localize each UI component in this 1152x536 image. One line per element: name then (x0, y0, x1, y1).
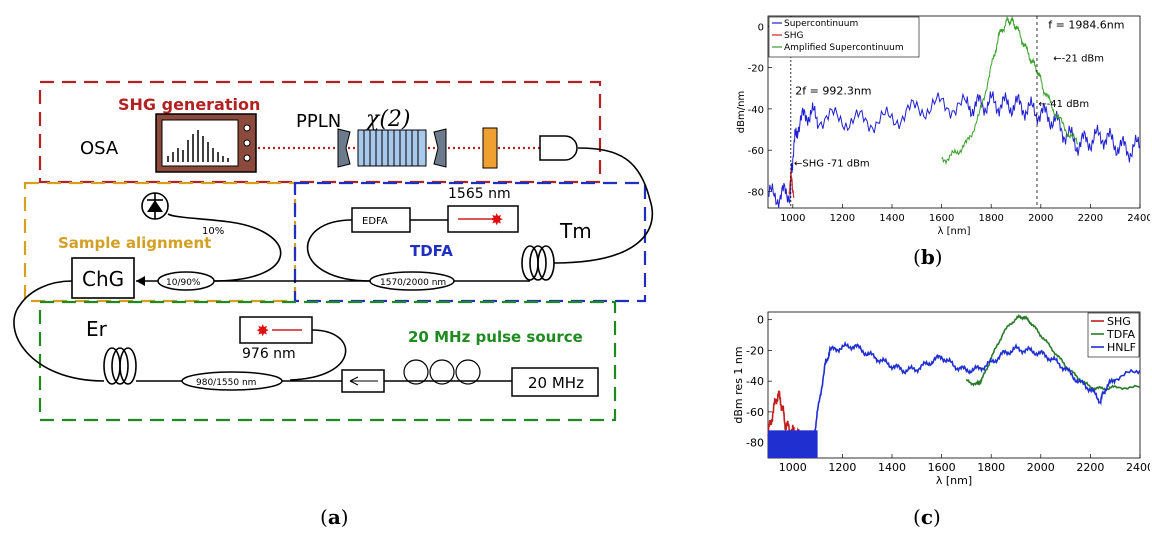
y-tick-label: -20 (748, 64, 764, 75)
polarization-controller (403, 359, 481, 385)
plot-frame (767, 311, 1141, 459)
laser-976-star-icon: ✸ (256, 321, 269, 340)
caption-a: (a) (320, 505, 349, 529)
er-label: Er (86, 317, 108, 341)
annotation-21dbm: ←-21 dBm (1053, 53, 1104, 64)
annotation-shg: ←SHG -71 dBm (794, 159, 870, 170)
series-line-tdfa (965, 313, 1141, 392)
legend-label: HNLF (1107, 341, 1136, 354)
annotation-41dbm: ←-41 dBm (1038, 99, 1089, 110)
y-tick-label: -80 (746, 437, 764, 450)
ppln-label: PPLN (296, 111, 341, 132)
y-axis-label: dBm/nm (736, 91, 747, 133)
photodiode-icon (141, 192, 169, 220)
chg-box (71, 257, 135, 299)
y-tick-label: -40 (748, 105, 764, 116)
x-tick-label: 1600 (929, 213, 954, 224)
tdfa-title: TDFA (410, 242, 453, 260)
x-tick-label: 2400 (1126, 461, 1150, 474)
edfa-label: EDFA (362, 216, 388, 227)
x-tick-label: 1200 (828, 461, 856, 474)
x-axis-label: λ [nm] (936, 474, 972, 487)
tm-label: Tm (559, 219, 592, 243)
annotation-f: f = 1984.6nm (1048, 18, 1124, 31)
er-fiber-coil (103, 347, 137, 385)
chg-label: ChG (82, 267, 124, 291)
y-tick-label: -20 (746, 344, 764, 357)
chart-b: 1000 1200 1400 1600 1800 2000 2200 2400 0 -20 -40 -… (736, 15, 1150, 237)
laser-1565-label: 1565 nm (448, 186, 511, 202)
x-tick-label: 1600 (928, 461, 956, 474)
y-tick-label: 0 (758, 22, 764, 33)
collimator (539, 135, 578, 161)
x-tick-label: 1800 (977, 461, 1005, 474)
sample-title: Sample alignment (58, 234, 211, 252)
x-tick-label: 1400 (879, 213, 904, 224)
caption-c: (c) (913, 505, 941, 529)
ppln-crystal (337, 128, 447, 168)
y-axis-label: dBm res 1 nm (732, 346, 745, 423)
series-line-amplified-supercontinuum (941, 15, 1079, 166)
pulse-title: 20 MHz pulse source (408, 328, 583, 346)
chart-c: 1000 1200 1400 1600 1800 2000 2200 2400 0 -20 -40 -… (732, 311, 1150, 487)
isolator-arrow-icon (349, 376, 359, 386)
x-tick-label: 2400 (1127, 213, 1150, 224)
sample-box (23, 181, 297, 303)
x-tick-label: 2200 (1076, 461, 1104, 474)
y-tick-label: 0 (757, 314, 764, 327)
clock-20mhz-box (511, 367, 599, 397)
osa-device (155, 113, 257, 173)
coupler-10-90-label: 10/90% (166, 278, 201, 288)
legend-label: Supercontinuum (784, 19, 858, 29)
osa-label: OSA (80, 138, 119, 159)
laser-star-icon: ✸ (490, 210, 503, 229)
legend-box (768, 16, 920, 58)
wdm-1570-2000-label: 1570/2000 nm (380, 278, 446, 288)
hnlf-noise-floor (768, 430, 818, 458)
y-tick-label: -80 (748, 187, 764, 198)
y-tick-label: -60 (748, 146, 764, 157)
x-axis-label: λ [nm] (938, 226, 971, 237)
x-tick-label: 2200 (1078, 213, 1103, 224)
y-tick-label: -60 (746, 406, 764, 419)
chi2-label: χ(2) (364, 107, 411, 132)
x-tick-label: 2000 (1028, 213, 1053, 224)
filter (482, 127, 498, 169)
tm-fiber-coil (521, 245, 555, 281)
x-tick-label: 1000 (780, 213, 805, 224)
x-tick-label: 1800 (978, 213, 1003, 224)
annotation-2f: 2f = 992.3nm (795, 84, 871, 97)
legend-label: TDFA (1106, 328, 1136, 341)
x-tick-label: 2000 (1027, 461, 1055, 474)
x-tick-label: 1000 (779, 461, 807, 474)
caption-b: (b) (913, 245, 943, 269)
clock-20mhz-label: 20 MHz (528, 374, 584, 392)
shg-title: SHG generation (118, 95, 260, 114)
x-tick-label: 1200 (830, 213, 855, 224)
y-tick-label: -40 (746, 375, 764, 388)
series-line-shg (788, 170, 795, 198)
legend-label: SHG (784, 31, 803, 41)
series-line-supercontinuum (767, 91, 1141, 208)
laser-976-label: 976 nm (242, 346, 296, 362)
x-tick-label: 1400 (878, 461, 906, 474)
wdm-980-1550-label: 980/1550 nm (196, 378, 256, 388)
detector-percent: 10% (202, 226, 224, 237)
pulse-box (38, 300, 617, 422)
legend-label: Amplified Supercontinuum (784, 43, 904, 53)
setup-diagram: SHG generation OSA PPLN χ(2) (13, 80, 654, 422)
series-line-hnlf (767, 340, 1141, 451)
legend-label: SHG (1107, 315, 1131, 328)
